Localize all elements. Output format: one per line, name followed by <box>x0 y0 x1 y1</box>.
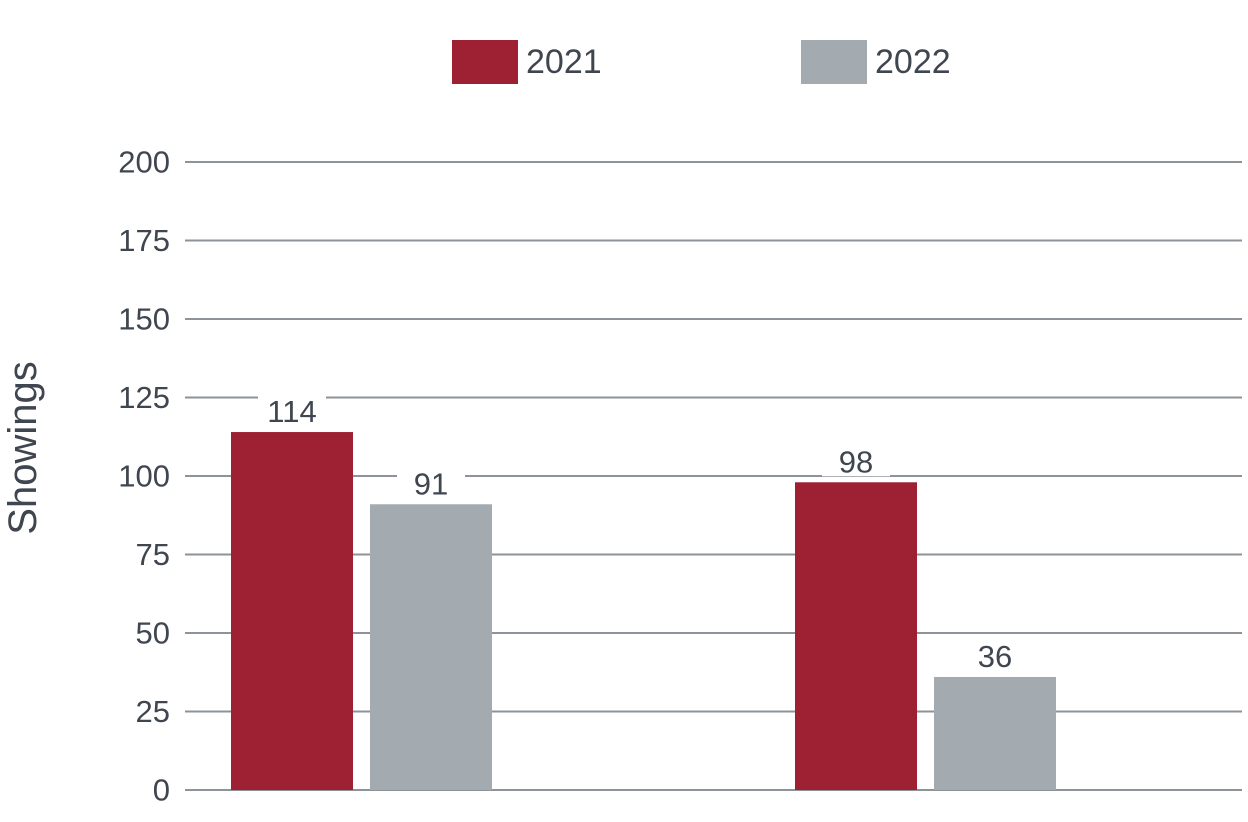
y-tick-label: 150 <box>118 302 170 337</box>
data-label-2022-1: 91 <box>414 466 448 501</box>
bar-2022-1 <box>370 504 492 790</box>
y-tick-label: 0 <box>153 773 170 808</box>
gridlines <box>185 161 1242 791</box>
legend-swatch-2021 <box>452 40 518 84</box>
bar-2022-2 <box>934 676 1056 790</box>
data-label-2021-1: 114 <box>267 394 316 429</box>
bars <box>231 432 1056 790</box>
legend-label-2022: 2022 <box>875 43 951 81</box>
bar-2021-2 <box>795 482 917 790</box>
y-tick-label: 125 <box>118 380 170 415</box>
y-tick-label: 25 <box>136 694 170 729</box>
legend-swatch-2022 <box>801 40 867 84</box>
data-label-background <box>258 392 326 427</box>
data-label-background <box>822 442 890 477</box>
data-label-background <box>961 636 1029 671</box>
y-tick-label: 100 <box>118 459 170 494</box>
data-label-2021-2: 98 <box>839 444 873 479</box>
data-label-background <box>397 464 465 499</box>
data-label-2022-2: 36 <box>978 639 1012 674</box>
y-axis-ticks: 0 25 50 75 100 125 150 175 200 <box>118 145 170 808</box>
y-axis-title: Showings <box>1 361 45 534</box>
y-tick-label: 200 <box>118 145 170 180</box>
y-tick-label: 75 <box>136 537 170 572</box>
legend: 2021 2022 <box>452 40 951 84</box>
data-labels: 114 98 91 36 <box>258 392 1029 674</box>
bar-2021-1 <box>231 432 353 790</box>
legend-label-2021: 2021 <box>526 43 602 81</box>
y-tick-label: 50 <box>136 616 170 651</box>
y-tick-label: 175 <box>118 223 170 258</box>
